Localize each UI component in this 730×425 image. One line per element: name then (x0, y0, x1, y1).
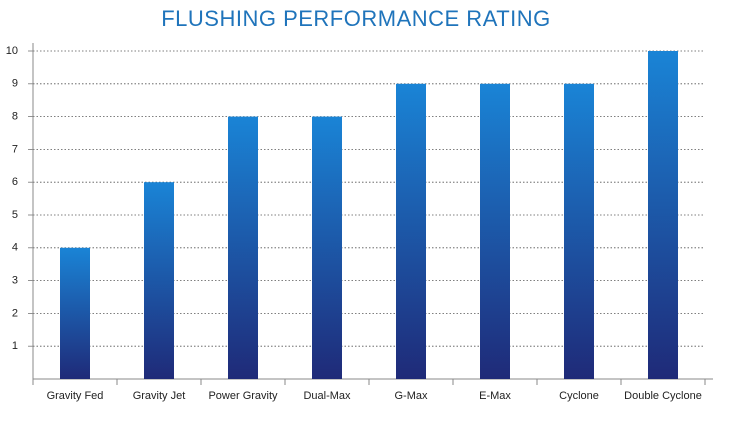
y-tick-label: 9 (12, 78, 18, 90)
y-tick-label: 6 (12, 176, 18, 188)
bar (60, 247, 90, 379)
y-tick-label: 5 (12, 209, 18, 221)
bar (480, 83, 510, 380)
bar (144, 182, 174, 379)
bar (312, 116, 342, 379)
chart-title: FLUSHING PERFORMANCE RATING (161, 6, 551, 31)
x-tick-label: Gravity Jet (133, 390, 186, 402)
bar (228, 116, 258, 379)
x-tick-label: Double Cyclone (624, 390, 702, 402)
bar (648, 51, 678, 379)
y-tick-label: 4 (12, 242, 18, 254)
x-tick-label: Power Gravity (208, 390, 278, 402)
x-tick-label: E-Max (479, 390, 511, 402)
x-tick-label: Dual-Max (303, 390, 351, 402)
y-tick-label: 3 (12, 275, 18, 287)
y-tick-label: 1 (12, 340, 18, 352)
y-tick-label: 10 (6, 45, 18, 57)
bar (396, 83, 426, 380)
y-tick-label: 8 (12, 111, 18, 123)
y-tick-label: 7 (12, 143, 18, 155)
x-tick-label: Gravity Fed (47, 390, 104, 402)
bar (564, 83, 594, 380)
y-tick-label: 2 (12, 307, 18, 319)
x-tick-label: G-Max (395, 390, 429, 402)
x-tick-label: Cyclone (559, 390, 599, 402)
